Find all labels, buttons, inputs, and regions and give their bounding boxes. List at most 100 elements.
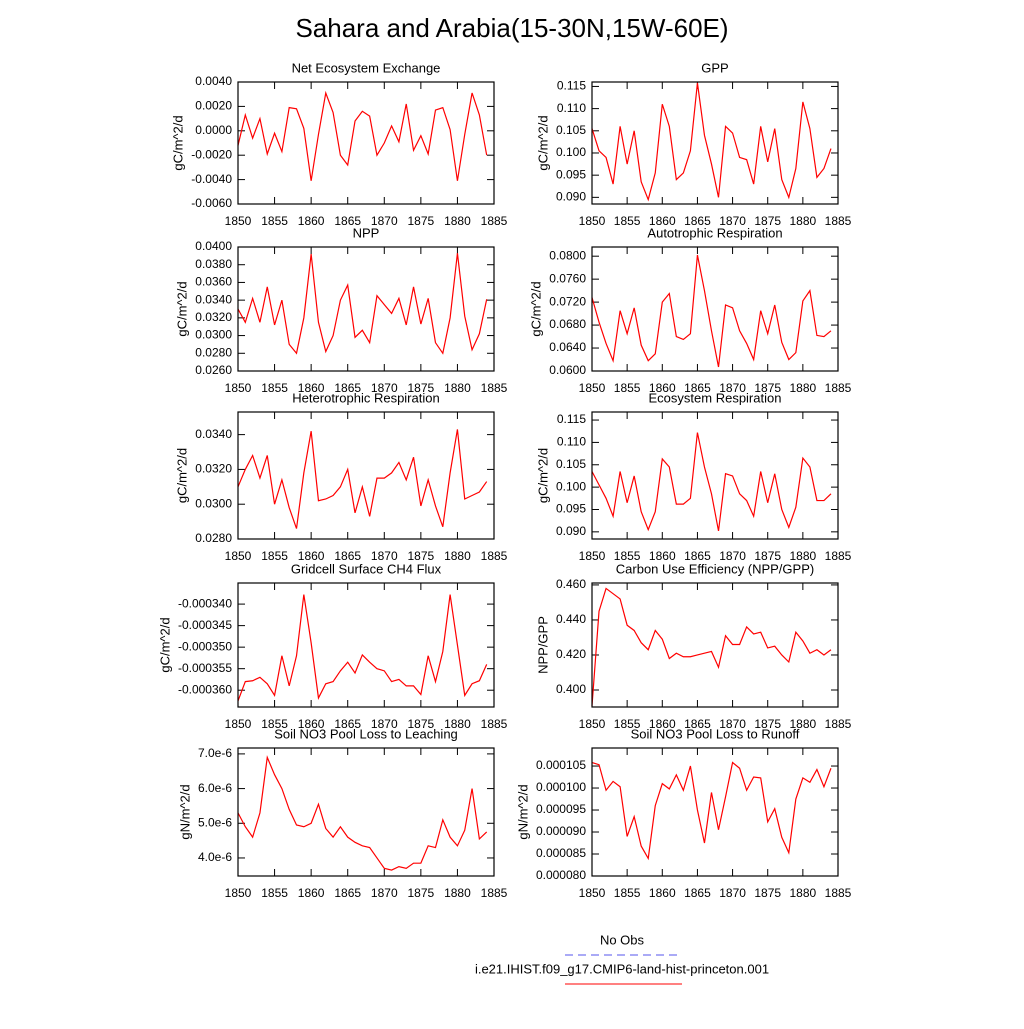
plot-frame xyxy=(237,411,495,540)
x-tick-label: 1870 xyxy=(719,717,746,731)
x-tick-label: 1870 xyxy=(371,381,398,395)
x-tick-label: 1860 xyxy=(298,381,325,395)
x-tick-label: 1880 xyxy=(444,214,471,228)
y-axis-label: gC/m^2/d xyxy=(175,448,190,503)
panel: Heterotrophic Respiration 0.0280 0.0300 0.0… xyxy=(175,390,508,563)
y-tick-label: 0.100 xyxy=(556,145,586,159)
y-tick-label: 0.0040 xyxy=(195,74,232,88)
y-tick-label: 0.000085 xyxy=(536,846,586,860)
x-tick-label: 1885 xyxy=(481,717,508,731)
panel-title: NPP xyxy=(353,225,380,240)
panel: Net Ecosystem Exchange -0.0060 -0.0040 -0.0… xyxy=(171,60,508,228)
x-tick-label: 1855 xyxy=(261,717,288,731)
y-axis-label: gC/m^2/d xyxy=(171,115,186,170)
y-tick-label: 0.0380 xyxy=(195,257,232,271)
data-line xyxy=(237,594,488,702)
figure-title: Sahara and Arabia(15-30N,15W-60E) xyxy=(295,13,728,43)
y-axis-label: gC/m^2/d xyxy=(157,617,172,672)
x-tick-label: 1855 xyxy=(261,214,288,228)
plot-frame xyxy=(591,747,839,877)
x-tick-label: 1865 xyxy=(334,717,361,731)
x-tick-label: 1855 xyxy=(261,886,288,900)
panel: Soil NO3 Pool Loss to Runoff 0.000080 0.00… xyxy=(515,726,851,900)
x-tick-label: 1885 xyxy=(825,381,852,395)
data-line xyxy=(591,587,832,706)
y-tick-label: 0.0260 xyxy=(195,363,232,377)
x-tick-label: 1875 xyxy=(754,214,781,228)
x-tick-label: 1875 xyxy=(408,381,435,395)
data-line xyxy=(591,432,832,532)
y-tick-label: 0.090 xyxy=(556,524,586,538)
plot-frame xyxy=(237,81,495,205)
plot-frame xyxy=(237,582,495,708)
x-tick-label: 1850 xyxy=(225,886,252,900)
panel: Soil NO3 Pool Loss to Leaching 4.0e-6 5.0e… xyxy=(177,726,507,900)
legend-label: i.e21.IHIST.f09_g17.CMIP6-land-hist-prin… xyxy=(475,961,769,976)
x-tick-label: 1855 xyxy=(614,214,641,228)
x-tick-label: 1870 xyxy=(719,381,746,395)
plot-frame xyxy=(237,747,495,877)
plot-frame xyxy=(591,582,839,708)
x-tick-label: 1865 xyxy=(684,549,711,563)
data-line xyxy=(237,755,488,871)
plot-frame xyxy=(591,411,839,540)
y-axis-label: gC/m^2/d xyxy=(175,281,190,336)
x-tick-label: 1850 xyxy=(225,381,252,395)
x-tick-label: 1875 xyxy=(408,886,435,900)
y-tick-label: 0.0400 xyxy=(195,239,232,253)
y-tick-label: 0.095 xyxy=(556,502,586,516)
y-tick-label: -0.0020 xyxy=(191,147,232,161)
x-tick-label: 1875 xyxy=(408,549,435,563)
x-tick-label: 1880 xyxy=(444,886,471,900)
y-tick-label: 0.0000 xyxy=(195,123,232,137)
x-tick-label: 1860 xyxy=(649,214,676,228)
x-tick-label: 1855 xyxy=(261,381,288,395)
x-tick-label: 1865 xyxy=(684,717,711,731)
panel-title: Soil NO3 Pool Loss to Runoff xyxy=(631,726,800,741)
y-axis-label: gC/m^2/d xyxy=(535,448,550,503)
x-tick-label: 1870 xyxy=(371,214,398,228)
panel-title: Soil NO3 Pool Loss to Leaching xyxy=(274,726,458,741)
x-tick-label: 1860 xyxy=(298,717,325,731)
y-tick-label: 6.0e-6 xyxy=(198,781,232,795)
y-tick-label: 0.0300 xyxy=(195,328,232,342)
y-tick-label: 0.110 xyxy=(557,101,586,115)
y-tick-label: 0.0360 xyxy=(195,275,232,289)
data-line xyxy=(237,429,488,529)
y-tick-label: 0.440 xyxy=(556,612,586,626)
panel-title: Gridcell Surface CH4 Flux xyxy=(291,561,442,576)
y-tick-label: -0.000340 xyxy=(178,596,232,610)
panel: Gridcell Surface CH4 Flux -0.000360 -0.000… xyxy=(157,561,507,731)
y-tick-label: 0.0320 xyxy=(195,310,232,324)
panel: Ecosystem Respiration 0.090 0.095 0.100 0.10… xyxy=(535,390,851,563)
x-tick-label: 1850 xyxy=(579,549,606,563)
x-tick-label: 1850 xyxy=(225,214,252,228)
x-tick-label: 1880 xyxy=(444,381,471,395)
panel: GPP 0.090 0.095 0.100 0.105 0.110 0.115 1850 185… xyxy=(535,60,851,228)
y-tick-label: 0.0320 xyxy=(195,462,232,476)
x-tick-label: 1870 xyxy=(719,214,746,228)
y-tick-label: 0.095 xyxy=(556,167,586,181)
y-tick-label: 0.0600 xyxy=(549,363,586,377)
x-tick-label: 1875 xyxy=(754,717,781,731)
y-tick-label: 0.460 xyxy=(556,577,586,591)
y-axis-label: gN/m^2/d xyxy=(177,784,192,839)
y-tick-label: -0.000360 xyxy=(178,682,232,696)
x-tick-label: 1885 xyxy=(825,214,852,228)
y-tick-label: 0.000105 xyxy=(536,758,586,772)
x-tick-label: 1880 xyxy=(444,549,471,563)
y-tick-label: -0.0040 xyxy=(191,172,232,186)
x-tick-label: 1885 xyxy=(481,549,508,563)
y-tick-label: -0.000345 xyxy=(178,618,232,632)
x-tick-label: 1885 xyxy=(825,717,852,731)
x-tick-label: 1850 xyxy=(225,717,252,731)
x-tick-label: 1875 xyxy=(754,886,781,900)
x-tick-label: 1850 xyxy=(579,381,606,395)
panel-title: Carbon Use Efficiency (NPP/GPP) xyxy=(616,561,814,576)
panel-title: Heterotrophic Respiration xyxy=(292,390,439,405)
y-tick-label: 0.0800 xyxy=(549,248,586,262)
y-tick-label: 5.0e-6 xyxy=(198,815,232,829)
x-tick-label: 1855 xyxy=(614,886,641,900)
y-tick-label: 0.0280 xyxy=(195,531,232,545)
y-tick-label: 0.110 xyxy=(557,435,586,449)
